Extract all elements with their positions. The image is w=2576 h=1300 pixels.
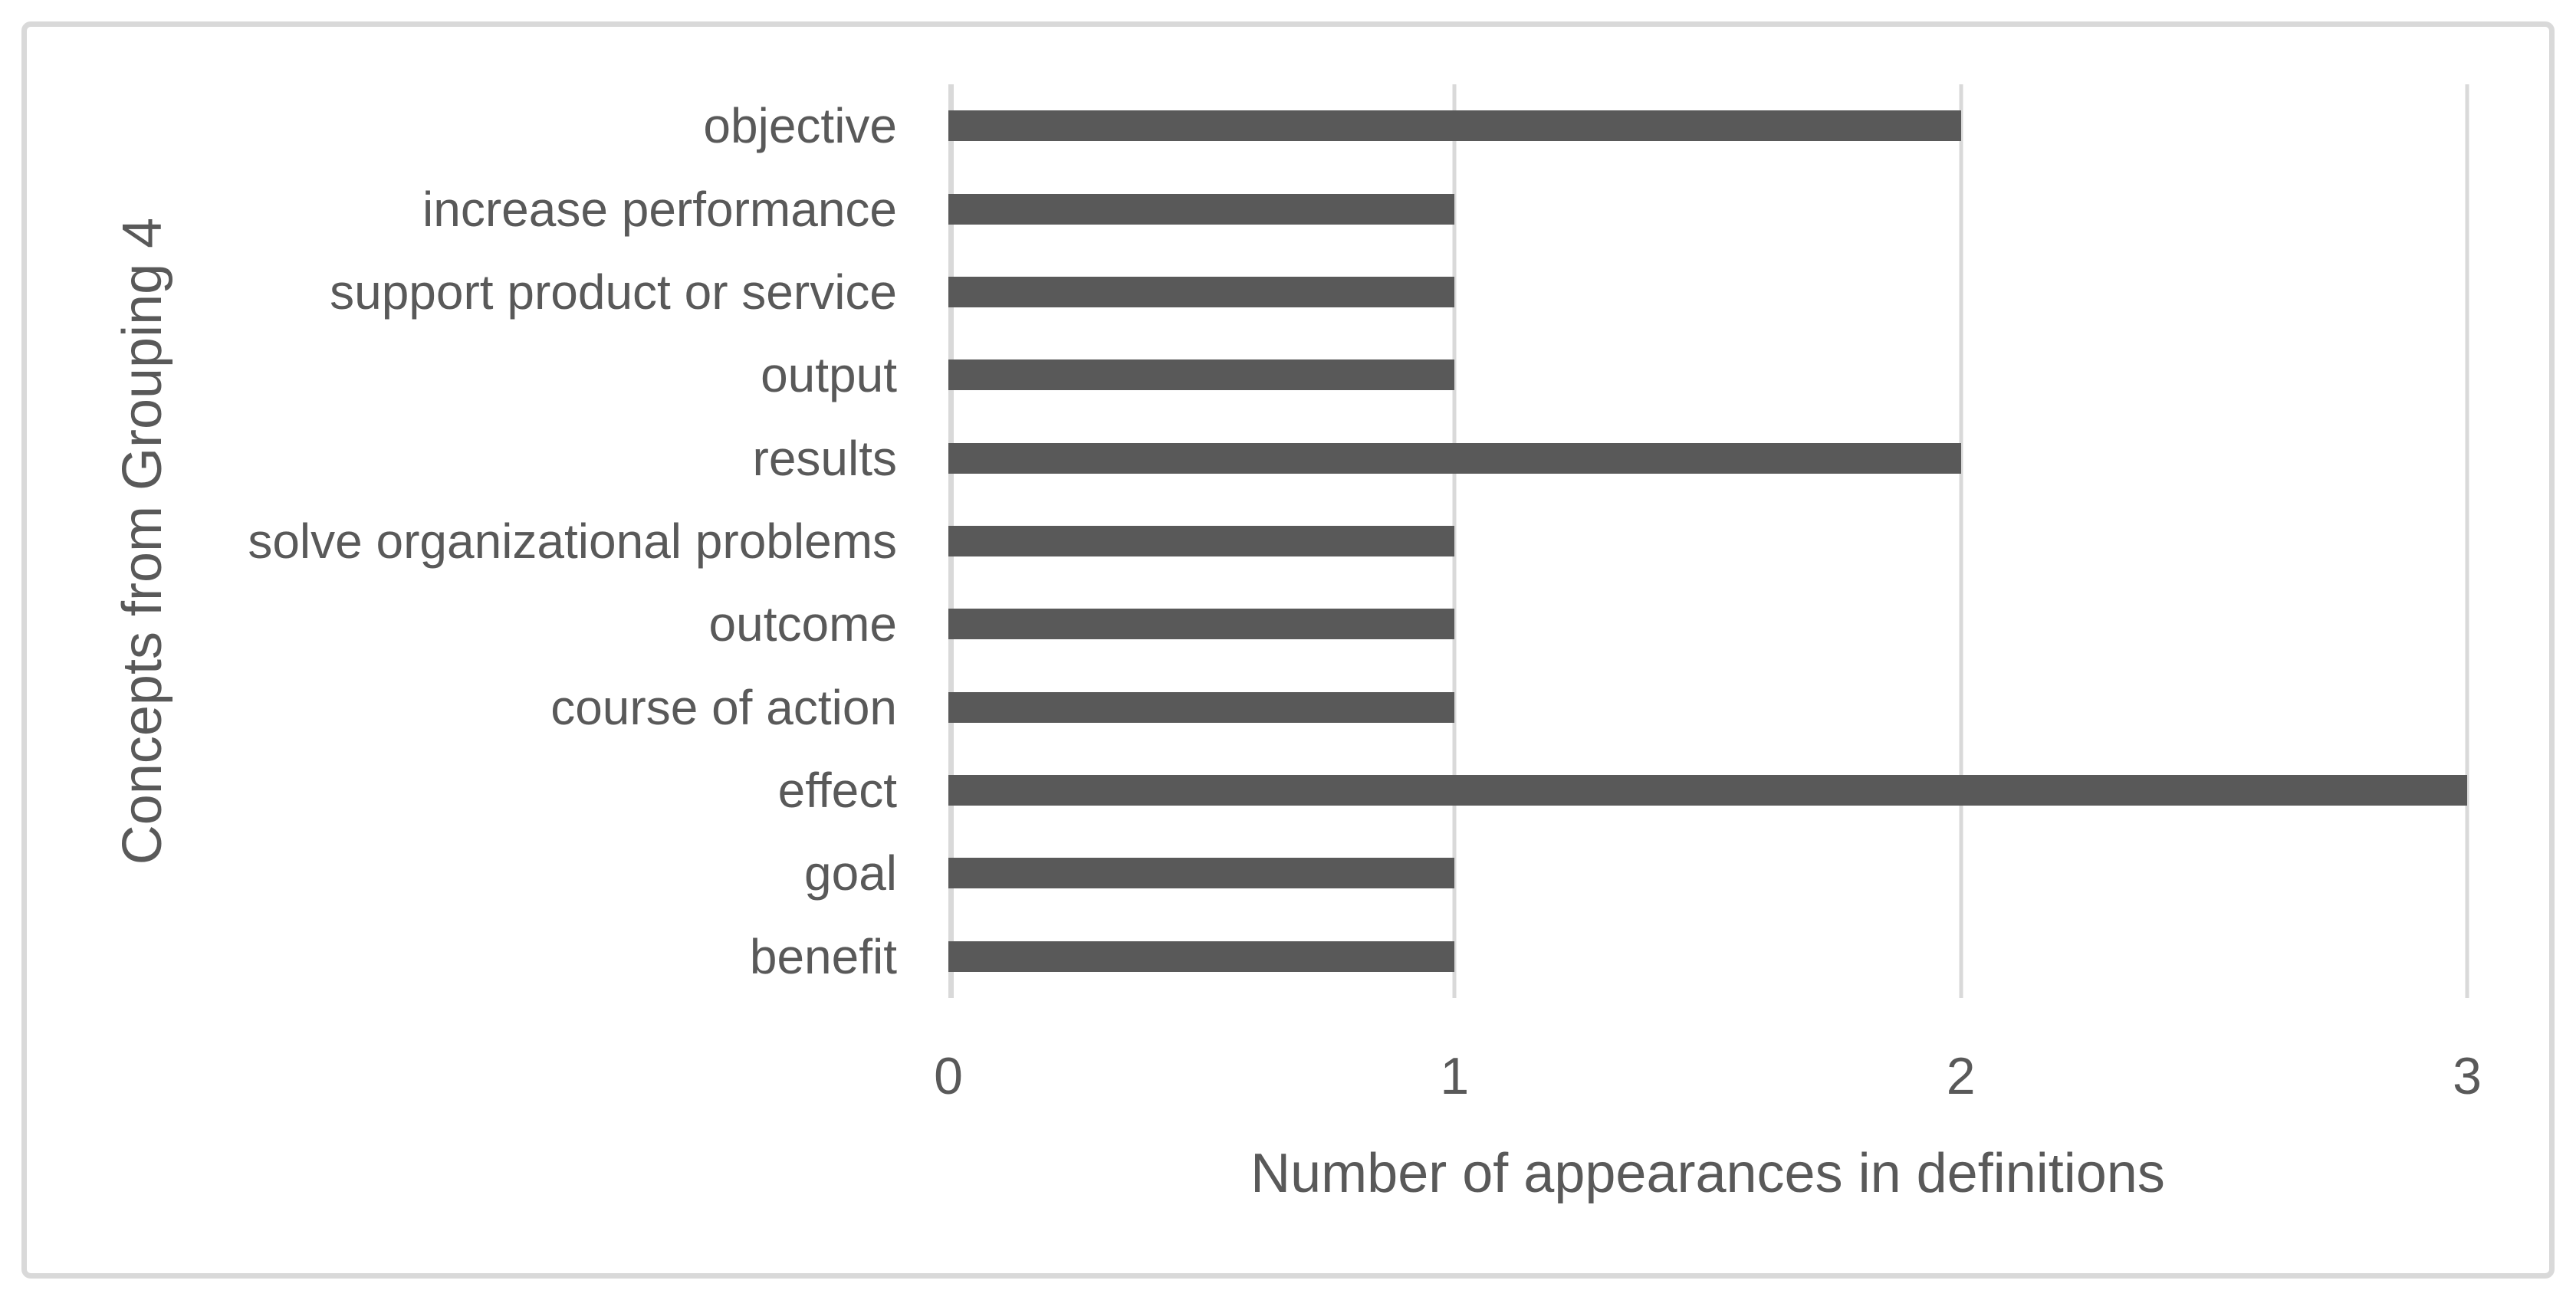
bar — [948, 110, 1961, 142]
x-tick-label: 0 — [934, 1047, 963, 1105]
bar — [948, 775, 2467, 806]
x-tick-label: 1 — [1440, 1047, 1470, 1105]
bar — [948, 359, 1455, 391]
bar — [948, 691, 1455, 723]
gridline — [1452, 84, 1457, 998]
bar-row — [948, 666, 2467, 749]
bar — [948, 858, 1455, 889]
x-axis-tick-labels: 0 1 2 3 — [934, 1046, 2482, 1108]
bar — [948, 525, 1455, 556]
category-label: output — [761, 347, 897, 403]
category-label: support product or service — [330, 264, 897, 320]
category-label: benefit — [749, 928, 897, 984]
category-label: results — [752, 430, 898, 486]
x-tick-label: 3 — [2453, 1047, 2482, 1105]
bar — [948, 193, 1455, 225]
plot-area — [948, 84, 2469, 998]
bar — [948, 609, 1455, 640]
category-label: outcome — [708, 596, 897, 652]
gridline — [1959, 84, 1963, 998]
category-label: increase performance — [422, 181, 897, 237]
category-label: effect — [777, 763, 897, 819]
bar-row — [948, 84, 2467, 167]
category-label: objective — [703, 98, 897, 154]
category-label: course of action — [550, 679, 897, 735]
bar-row — [948, 832, 2467, 914]
bar-row — [948, 749, 2467, 832]
bar-row — [948, 167, 2467, 250]
bar — [948, 276, 1455, 307]
category-labels-column: objective increase performance support pro… — [0, 84, 924, 998]
x-axis-title: Number of appearances in definitions — [1250, 1143, 2165, 1204]
category-label: solve organizational problems — [248, 513, 897, 569]
bar — [948, 941, 1455, 972]
bar-row — [948, 500, 2467, 583]
category-label: goal — [804, 845, 897, 901]
chart-frame-border — [21, 21, 2555, 1279]
bar-series — [948, 84, 2467, 998]
x-tick-label: 2 — [1946, 1047, 1976, 1105]
gridline — [2465, 84, 2469, 998]
bar — [948, 442, 1961, 474]
bar-row — [948, 251, 2467, 333]
bar-row — [948, 333, 2467, 416]
bar-row — [948, 915, 2467, 998]
bar-row — [948, 416, 2467, 499]
bar-row — [948, 583, 2467, 665]
